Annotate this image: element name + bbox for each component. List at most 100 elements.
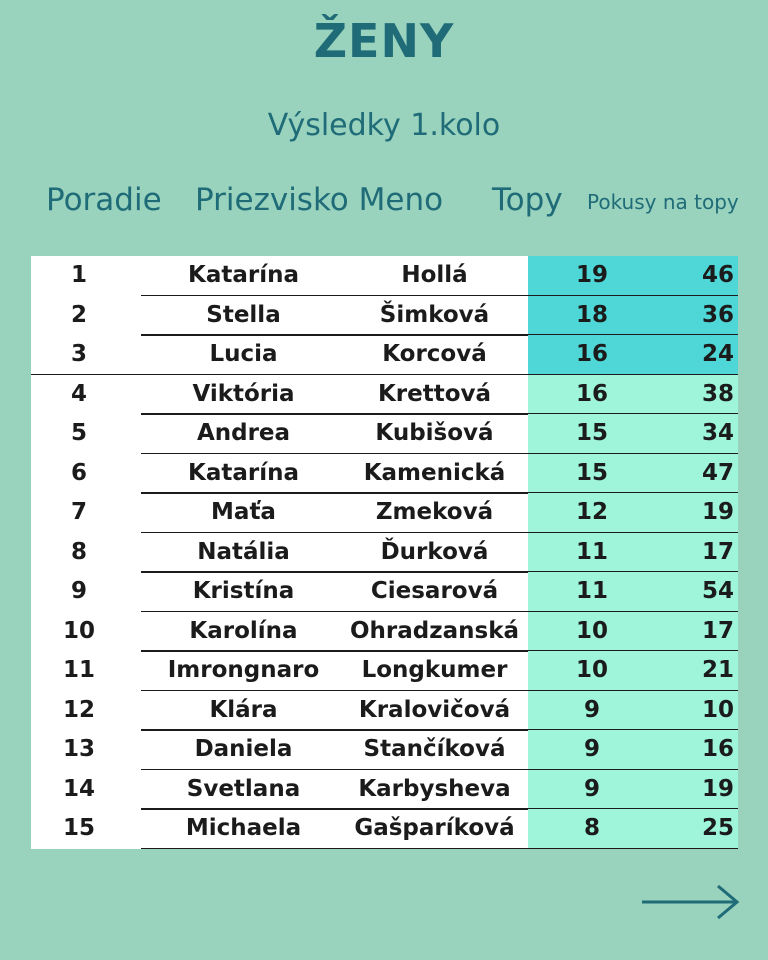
first-name-cell: Viktória bbox=[192, 380, 295, 407]
score-highlight bbox=[528, 651, 738, 691]
score-highlight bbox=[528, 809, 738, 849]
table-row: 12 Klára Kralovičová 9 10 bbox=[31, 690, 738, 730]
tops-cell: 10 bbox=[575, 617, 608, 644]
last-name-cell: Gašparíková bbox=[354, 815, 515, 841]
last-name-cell: Kamenická bbox=[363, 459, 506, 486]
last-name-cell: Stančíková bbox=[363, 736, 506, 762]
last-name-cell: Kubišová bbox=[375, 420, 494, 446]
attempts-cell: 25 bbox=[701, 815, 734, 841]
attempts-cell: 10 bbox=[701, 696, 734, 723]
rank-cell: 9 bbox=[70, 578, 87, 604]
tops-cell: 15 bbox=[575, 459, 608, 486]
rank-cell: 10 bbox=[62, 617, 95, 644]
score-highlight bbox=[528, 453, 738, 493]
tops-cell: 10 bbox=[575, 657, 608, 683]
page-title: ŽENY bbox=[313, 14, 455, 68]
row-divider bbox=[141, 413, 738, 415]
row-divider bbox=[141, 768, 738, 770]
row-divider bbox=[141, 334, 738, 336]
tops-cell: 18 bbox=[575, 301, 608, 328]
tops-cell: 15 bbox=[575, 420, 608, 446]
row-divider bbox=[141, 294, 738, 296]
score-highlight bbox=[528, 414, 738, 454]
attempts-cell: 19 bbox=[701, 775, 734, 802]
first-name-cell: Kristína bbox=[192, 578, 295, 604]
last-name-cell: Šimková bbox=[379, 301, 490, 328]
attempts-cell: 47 bbox=[701, 459, 734, 486]
last-name-cell: Ciesarová bbox=[370, 578, 499, 604]
tops-cell: 8 bbox=[583, 815, 600, 841]
first-name-cell: Maťa bbox=[211, 499, 276, 525]
table-row: 9 Kristína Ciesarová 11 54 bbox=[31, 572, 738, 612]
table-row: 2 Stella Šimková 18 36 bbox=[31, 295, 738, 335]
score-highlight bbox=[528, 532, 738, 572]
row-divider bbox=[141, 650, 738, 652]
row-divider bbox=[141, 610, 738, 612]
rank-cell: 12 bbox=[62, 696, 95, 723]
rank-cell: 8 bbox=[70, 538, 87, 565]
row-divider bbox=[141, 808, 738, 810]
rank-cell: 3 bbox=[70, 341, 87, 367]
tops-cell: 12 bbox=[575, 499, 608, 525]
attempts-cell: 16 bbox=[701, 736, 734, 762]
attempts-cell: 17 bbox=[701, 538, 734, 565]
table-row: 11 Imrongnaro Longkumer 10 21 bbox=[31, 651, 738, 691]
last-name-cell: Ďurková bbox=[380, 538, 489, 565]
first-name-cell: Klára bbox=[209, 696, 278, 723]
attempts-cell: 54 bbox=[701, 578, 734, 604]
page-subtitle: Výsledky 1.kolo bbox=[267, 108, 501, 143]
score-highlight bbox=[528, 335, 738, 375]
rank-cell: 14 bbox=[62, 775, 95, 802]
score-highlight bbox=[528, 374, 738, 414]
score-highlight bbox=[528, 611, 738, 651]
last-name-cell: Ohradzanská bbox=[349, 617, 520, 644]
tops-cell: 19 bbox=[575, 262, 608, 288]
row-divider bbox=[141, 729, 738, 731]
first-name-cell: Svetlana bbox=[186, 775, 301, 802]
row-divider bbox=[141, 531, 738, 533]
table-row: 7 Maťa Zmeková 12 19 bbox=[31, 493, 738, 533]
row-divider bbox=[141, 571, 738, 573]
table-row: 10 Karolína Ohradzanská 10 17 bbox=[31, 611, 738, 651]
results-table: 1 Katarína Hollá 19 46 2 Stella Šimková 18 36 3 Luc… bbox=[31, 256, 738, 849]
rank-cell: 2 bbox=[70, 301, 87, 328]
tops-cell: 9 bbox=[583, 736, 600, 762]
attempts-cell: 17 bbox=[701, 617, 734, 644]
last-name-cell: Korcová bbox=[382, 341, 487, 367]
table-row: 15 Michaela Gašparíková 8 25 bbox=[31, 809, 738, 849]
first-name-cell: Lucia bbox=[209, 341, 278, 367]
score-highlight bbox=[528, 769, 738, 809]
row-divider bbox=[141, 689, 738, 691]
table-row: 13 Daniela Stančíková 9 16 bbox=[31, 730, 738, 770]
row-divider bbox=[31, 373, 738, 375]
score-highlight bbox=[528, 493, 738, 533]
table-row: 14 Svetlana Karbysheva 9 19 bbox=[31, 769, 738, 809]
score-highlight bbox=[528, 730, 738, 770]
tops-cell: 9 bbox=[583, 775, 600, 802]
attempts-cell: 19 bbox=[701, 499, 734, 525]
column-header-attempts: Pokusy na topy bbox=[587, 190, 739, 214]
tops-cell: 11 bbox=[575, 578, 608, 604]
row-divider bbox=[141, 492, 738, 494]
column-header-name: Priezvisko Meno bbox=[195, 182, 444, 218]
table-row: 6 Katarína Kamenická 15 47 bbox=[31, 453, 738, 493]
score-highlight bbox=[528, 256, 738, 296]
attempts-cell: 24 bbox=[701, 341, 734, 367]
table-row: 1 Katarína Hollá 19 46 bbox=[31, 256, 738, 296]
last-name-cell: Longkumer bbox=[361, 657, 508, 683]
first-name-cell: Daniela bbox=[194, 736, 293, 762]
attempts-cell: 21 bbox=[701, 657, 734, 683]
column-header-rank: Poradie bbox=[46, 182, 162, 218]
first-name-cell: Katarína bbox=[188, 262, 299, 288]
rank-cell: 4 bbox=[70, 380, 87, 407]
tops-cell: 11 bbox=[575, 538, 608, 565]
first-name-cell: Imrongnaro bbox=[167, 657, 320, 683]
tops-cell: 16 bbox=[575, 341, 608, 367]
rank-cell: 1 bbox=[70, 262, 87, 288]
row-divider bbox=[141, 847, 738, 849]
arrow-right-icon[interactable] bbox=[640, 880, 742, 924]
last-name-cell: Karbysheva bbox=[358, 775, 511, 802]
last-name-cell: Zmeková bbox=[375, 499, 494, 525]
rank-cell: 15 bbox=[62, 815, 95, 841]
first-name-cell: Andrea bbox=[196, 420, 291, 446]
